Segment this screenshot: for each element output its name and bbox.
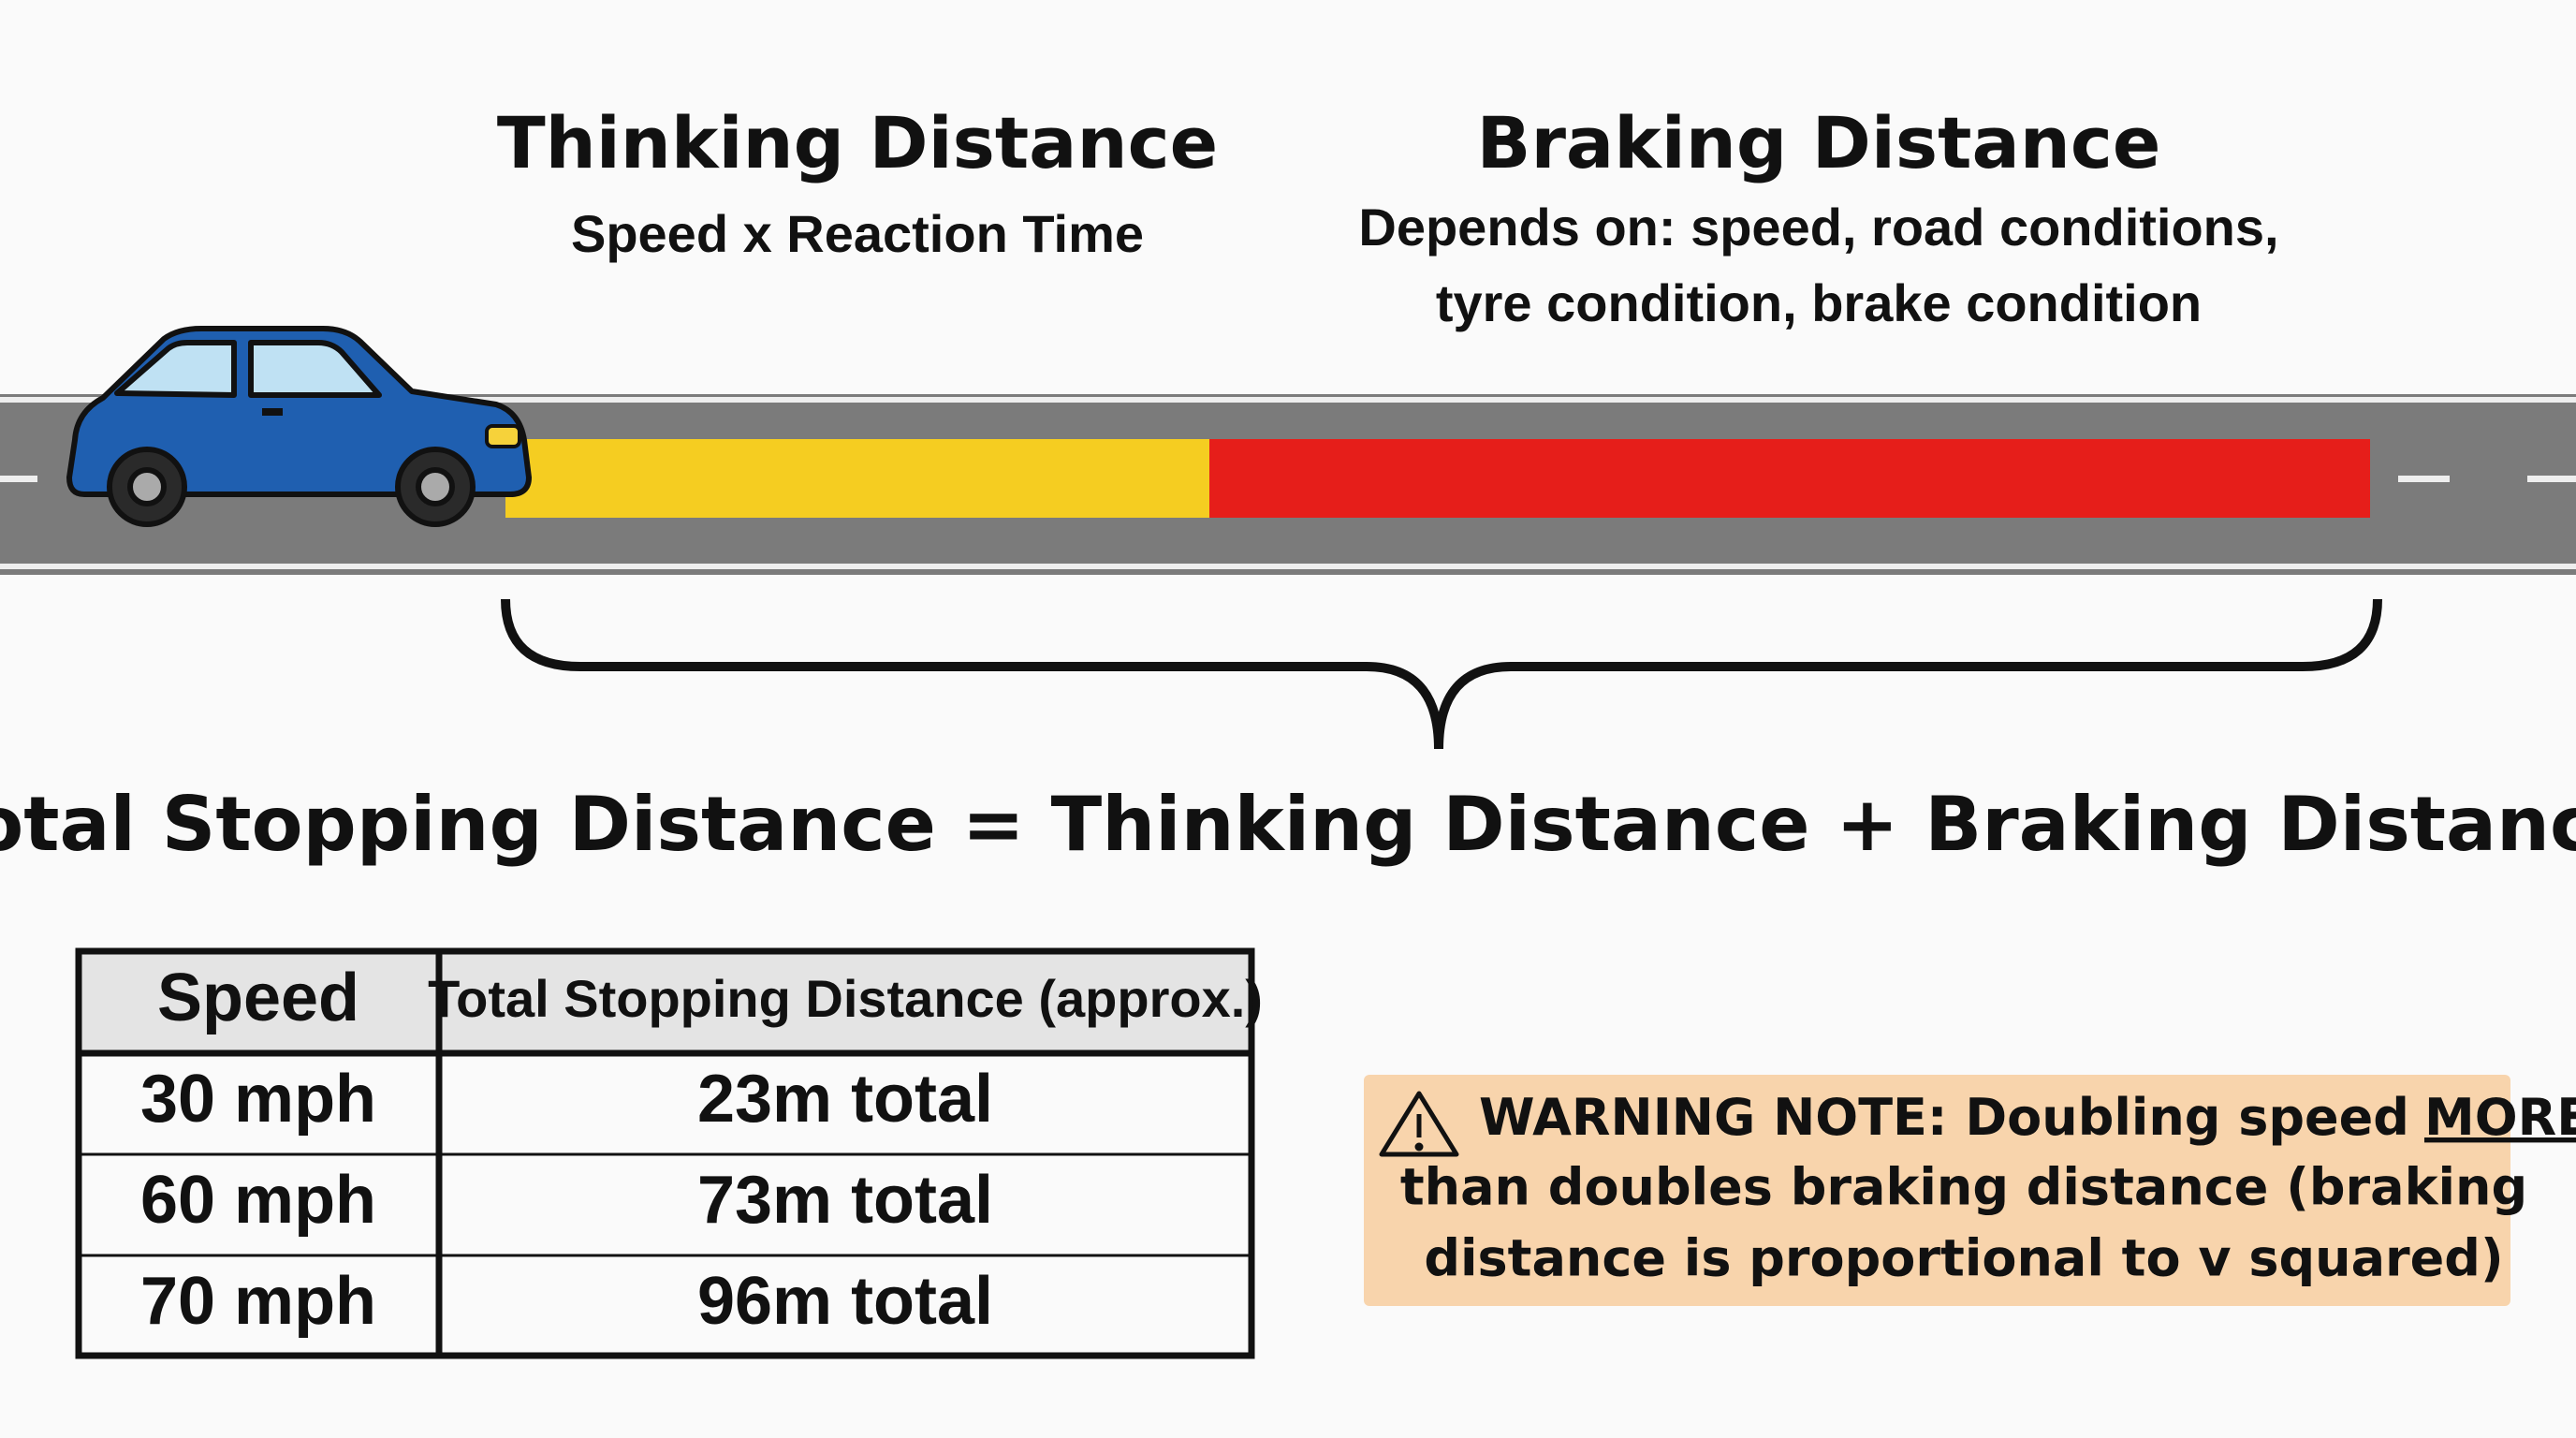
warning-line: distance is proportional to v squared) bbox=[1424, 1229, 2503, 1288]
table-cell: 23m total bbox=[697, 1062, 993, 1137]
brace bbox=[501, 598, 2382, 750]
lane-dash bbox=[2398, 476, 2450, 482]
braking-line: tyre condition, brake condition bbox=[1436, 273, 2202, 332]
braking-title: Braking Distance bbox=[1477, 101, 2161, 184]
table-cell: 73m total bbox=[697, 1163, 993, 1238]
warning-box bbox=[1364, 1075, 2510, 1306]
table-cell: 30 mph bbox=[140, 1062, 376, 1137]
table-cell: 60 mph bbox=[140, 1163, 376, 1238]
equation: Total Stopping Distance = Thinking Dista… bbox=[0, 781, 2576, 868]
thinking-subtitle: Speed x Reaction Time bbox=[571, 204, 1144, 263]
road-edge bbox=[0, 397, 2576, 403]
table: Speed Total Stopping Distance (approx.) … bbox=[75, 947, 1263, 1359]
warning-text: WARNING NOTE: Doubling speed bbox=[1479, 1088, 2409, 1147]
table-cell: 70 mph bbox=[140, 1264, 376, 1339]
table-header: Speed bbox=[157, 961, 359, 1035]
warning-icon bbox=[1379, 1091, 1459, 1157]
braking-line: Depends on: speed, road conditions, bbox=[1358, 198, 2278, 257]
warning-line: WARNING NOTE: Doubling speed MORE bbox=[1479, 1088, 2576, 1147]
lane-dash bbox=[0, 476, 37, 482]
table-cell: 96m total bbox=[697, 1264, 993, 1339]
warning-emphasis: MORE bbox=[2424, 1088, 2576, 1147]
car bbox=[66, 326, 532, 527]
lane-dash bbox=[2527, 476, 2576, 482]
thinking-bar bbox=[505, 439, 1209, 518]
table-header: Total Stopping Distance (approx.) bbox=[428, 969, 1263, 1028]
thinking-title: Thinking Distance bbox=[497, 101, 1218, 184]
warning-line: than doubles braking distance (braking bbox=[1400, 1158, 2527, 1217]
braking-bar bbox=[1209, 439, 2370, 518]
road-edge bbox=[0, 564, 2576, 569]
table-header-bg bbox=[79, 951, 1251, 1053]
